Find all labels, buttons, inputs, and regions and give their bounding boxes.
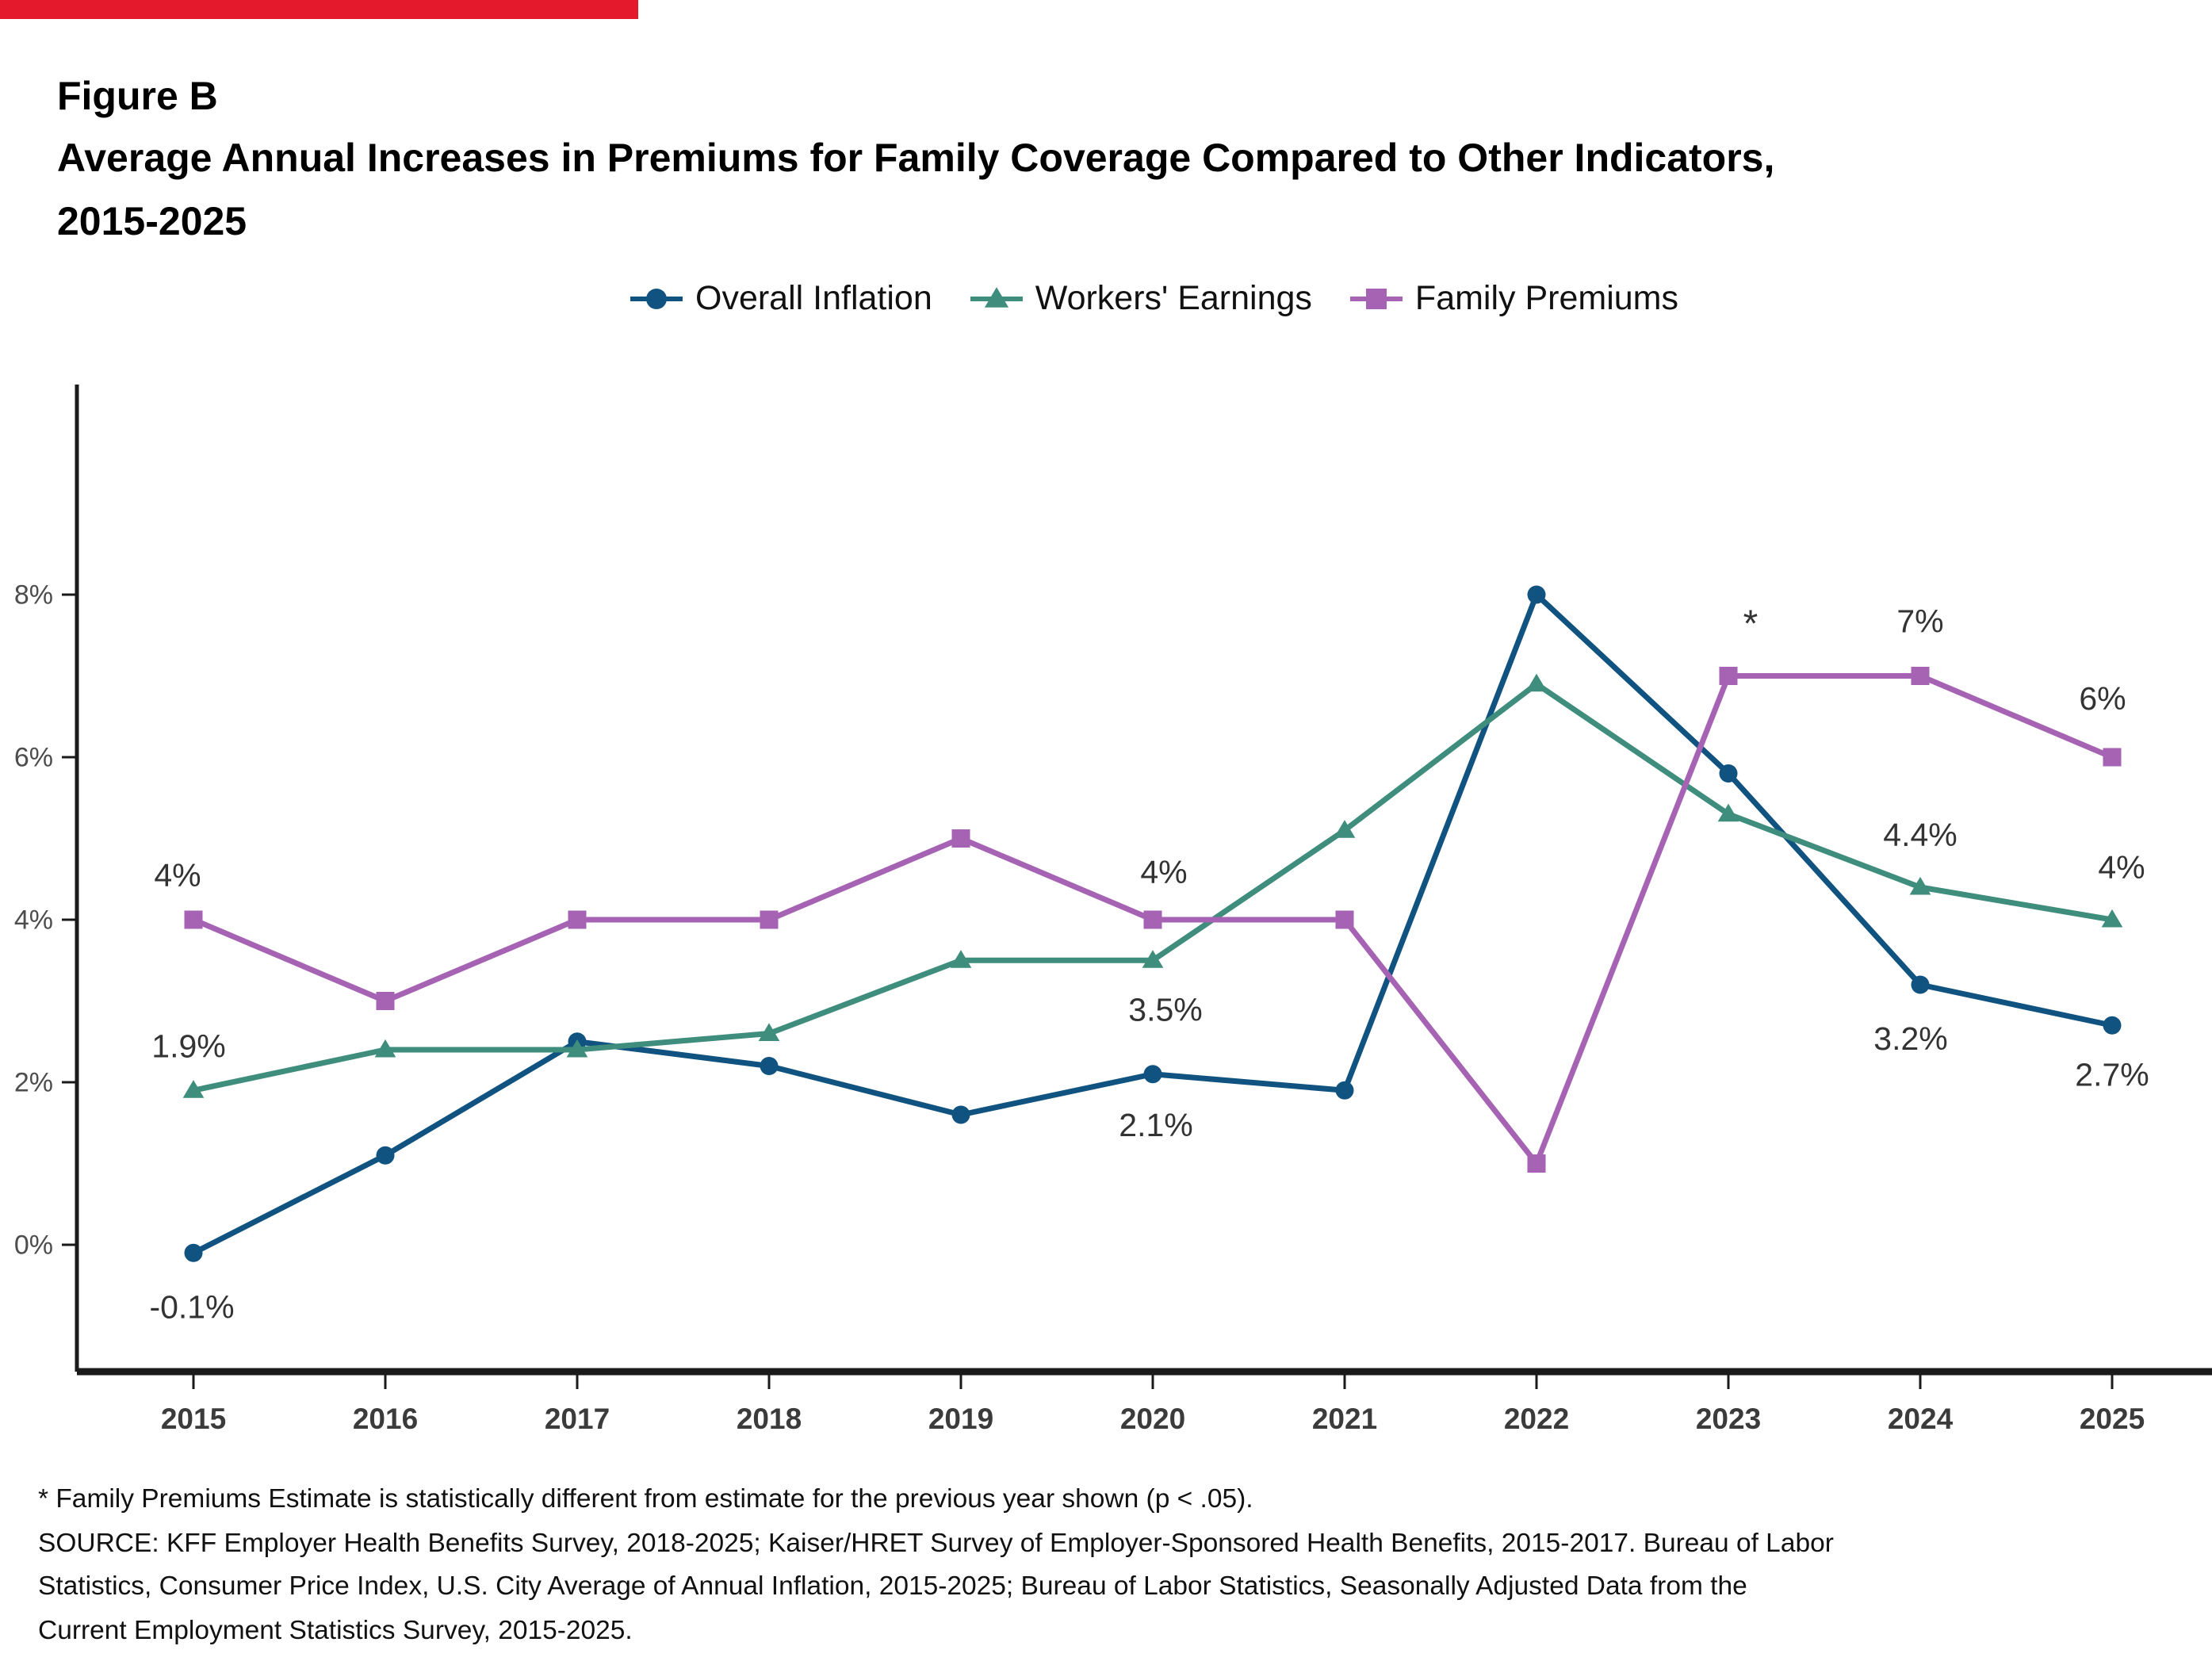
circle-icon [630,288,683,309]
data-point-overall-inflation-2025 [2103,1016,2122,1035]
square-icon [1349,288,1403,309]
data-point-label: 4.4% [1883,817,1957,853]
data-point-overall-inflation-2019 [951,1105,970,1124]
data-point-overall-inflation-2024 [1911,975,1930,994]
x-tick-label: 2018 [737,1403,802,1435]
page-title: Average Annual Increases in Premiums for… [57,136,1775,180]
data-point-overall-inflation-2015 [184,1243,203,1262]
data-point-workers-earnings-2020 [1142,950,1164,968]
x-tick-label: 2024 [1888,1403,1954,1435]
data-point-family-premiums-2016 [376,992,395,1010]
triangle-icon [970,286,1023,308]
legend-item-label: Overall Inflation [695,279,932,317]
y-tick-label: 6% [14,743,53,773]
legend-item-workers-earnings: Workers' Earnings [969,279,1312,318]
data-point-workers-earnings-2016 [374,1039,396,1058]
legend-item-family-premiums: Family Premiums [1349,279,1678,318]
chart-footnote: * Family Premiums Estimate is statistica… [38,1484,1253,1514]
source-line: Current Employment Statistics Survey, 20… [38,1616,633,1645]
figure-label: Figure B [57,74,218,118]
y-tick-label: 4% [14,905,53,936]
chart-legend: Overall Inflation Workers' Earnings Family… [0,279,2212,318]
data-point-family-premiums-2024 [1911,667,1930,685]
data-point-label: 6% [2079,680,2126,717]
data-point-family-premiums-2018 [760,910,779,929]
data-point-overall-inflation-2016 [376,1146,395,1165]
legend-item-label: Workers' Earnings [1035,279,1312,317]
x-tick-label: 2021 [1312,1403,1377,1435]
data-point-label: 4% [2098,849,2145,886]
data-point-workers-earnings-2022 [1525,673,1548,692]
data-point-overall-inflation-2018 [760,1057,779,1075]
data-point-family-premiums-2017 [568,910,587,929]
data-point-family-premiums-2015 [184,910,203,929]
source-line: Statistics, Consumer Price Index, U.S. C… [38,1571,1747,1601]
data-point-label: 3.2% [1873,1020,1947,1057]
data-point-label: 3.5% [1128,991,1202,1028]
x-tick-label: 2023 [1696,1403,1761,1435]
triangle-icon [984,286,1008,308]
data-point-label: 4% [1140,854,1187,890]
data-point-family-premiums-2020 [1143,910,1162,929]
square-icon [1365,288,1387,309]
data-point-workers-earnings-2019 [950,950,972,968]
data-point-label: 7% [1896,603,1943,640]
data-point-overall-inflation-2023 [1719,764,1738,783]
circle-icon [646,288,667,309]
x-tick-label: 2025 [2080,1403,2145,1435]
data-point-label: 4% [154,857,201,894]
x-tick-label: 2022 [1504,1403,1569,1435]
x-tick-label: 2015 [161,1403,226,1435]
data-point-label: 2.1% [1119,1107,1192,1143]
data-point-family-premiums-2025 [2103,748,2122,767]
y-tick-label: 8% [14,580,53,610]
source-line: SOURCE: KFF Employer Health Benefits Sur… [38,1529,1834,1558]
data-point-label: -0.1% [149,1288,234,1325]
y-tick-label: 2% [14,1068,53,1098]
significance-asterisk: * [1743,603,1759,645]
data-point-workers-earnings-2025 [2101,909,2123,928]
data-point-workers-earnings-2018 [758,1023,780,1042]
data-point-family-premiums-2023 [1719,667,1738,685]
data-point-workers-earnings-2015 [182,1080,205,1098]
data-point-label: 2.7% [2075,1056,2149,1093]
data-point-workers-earnings-2023 [1717,803,1739,822]
x-tick-label: 2016 [353,1403,418,1435]
legend-item-label: Family Premiums [1414,279,1678,317]
data-point-overall-inflation-2020 [1143,1065,1162,1084]
legend-item-overall-inflation: Overall Inflation [629,279,932,318]
data-point-workers-earnings-2024 [1909,876,1931,895]
data-point-family-premiums-2019 [951,829,970,848]
data-point-workers-earnings-2017 [566,1039,588,1058]
x-tick-label: 2017 [545,1403,610,1435]
y-tick-label: 0% [14,1231,53,1261]
data-point-family-premiums-2022 [1527,1154,1546,1173]
data-point-overall-inflation-2021 [1335,1081,1354,1100]
x-tick-label: 2019 [928,1403,993,1435]
data-point-family-premiums-2021 [1335,910,1354,929]
data-point-overall-inflation-2022 [1527,585,1546,604]
data-point-workers-earnings-2021 [1334,820,1356,838]
data-point-label: 1.9% [151,1028,225,1064]
x-tick-label: 2020 [1120,1403,1185,1435]
top-red-banner [0,0,638,19]
page-title-years: 2015-2025 [57,199,247,243]
